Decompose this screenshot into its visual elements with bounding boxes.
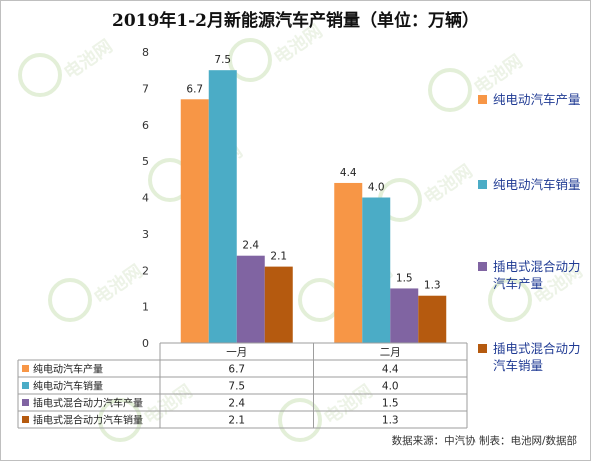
table-row-label: 插电式混合动力汽车销量 xyxy=(33,414,143,427)
legend-swatch xyxy=(478,95,487,104)
table-cell: 1.5 xyxy=(382,398,399,410)
data-label: 1.5 xyxy=(396,272,413,284)
watermark-logo xyxy=(48,278,92,322)
table-row-label: 插电式混合动力汽车产量 xyxy=(33,397,143,410)
table-cell: 6.7 xyxy=(228,364,245,376)
legend-label: 纯电动汽车产量 xyxy=(493,92,581,107)
table-row-swatch xyxy=(22,382,29,389)
y-tick-label: 7 xyxy=(142,82,149,95)
table-cell: 7.5 xyxy=(228,381,245,393)
table-cell: 2.4 xyxy=(228,398,245,410)
legend-item: 纯电动汽车产量 xyxy=(478,91,590,108)
data-label: 7.5 xyxy=(214,54,231,66)
table-cell: 1.3 xyxy=(382,415,399,427)
table-row-label: 纯电动汽车销量 xyxy=(33,380,103,393)
y-tick-label: 5 xyxy=(142,155,149,168)
watermark-logo xyxy=(18,53,62,97)
bar xyxy=(418,295,447,343)
watermark-text: 电池网 xyxy=(320,380,377,429)
watermark-text: 电池网 xyxy=(140,380,197,429)
watermark-text: 电池网 xyxy=(90,260,147,309)
bar xyxy=(264,266,293,343)
watermark-logo xyxy=(428,68,472,112)
bar xyxy=(362,197,391,343)
data-label: 6.7 xyxy=(186,83,203,95)
data-label: 2.4 xyxy=(242,240,259,252)
table-cell: 4.0 xyxy=(382,381,399,393)
table-row-swatch xyxy=(22,416,29,423)
legend-label: 插电式混合动力汽车销量 xyxy=(493,341,581,373)
bar xyxy=(208,70,237,343)
y-tick-label: 6 xyxy=(142,119,149,132)
table-header-cell: 一月 xyxy=(226,347,247,359)
watermark-logo xyxy=(228,38,272,82)
legend-swatch xyxy=(478,262,487,271)
watermark-logo xyxy=(98,398,142,442)
bar xyxy=(390,288,419,343)
legend-swatch xyxy=(478,344,487,353)
table-cell: 2.1 xyxy=(228,415,245,427)
watermark-logo xyxy=(488,278,532,322)
data-source-note: 数据来源：中汽协 制表：电池网/数据部 xyxy=(391,435,577,447)
watermark-logo xyxy=(278,398,322,442)
y-tick-label: 0 xyxy=(142,337,149,350)
legend-label: 纯电动汽车销量 xyxy=(493,177,581,192)
bar xyxy=(334,182,363,343)
watermark-logo xyxy=(298,278,342,322)
table-row-swatch xyxy=(22,399,29,406)
watermark-text: 电池网 xyxy=(60,35,117,84)
table-row-label: 纯电动汽车产量 xyxy=(33,363,103,376)
legend-item: 纯电动汽车销量 xyxy=(478,176,590,193)
legend-swatch xyxy=(478,180,487,189)
watermark-text: 电池网 xyxy=(420,160,477,209)
y-tick-label: 1 xyxy=(142,301,149,314)
data-label: 1.3 xyxy=(424,280,441,292)
chart-title: 2019年1-2月新能源汽车产销量（单位：万辆） xyxy=(111,11,480,31)
data-label: 2.1 xyxy=(270,251,287,263)
table-row-swatch xyxy=(22,365,29,372)
legend-item: 插电式混合动力汽车销量 xyxy=(478,340,590,374)
legend-item: 插电式混合动力汽车产量 xyxy=(478,258,590,292)
y-tick-label: 2 xyxy=(142,264,149,277)
table-cell: 4.4 xyxy=(382,364,399,376)
legend-label: 插电式混合动力汽车产量 xyxy=(493,259,581,291)
y-tick-label: 3 xyxy=(142,228,149,241)
bar xyxy=(180,99,209,343)
y-tick-label: 4 xyxy=(142,192,149,205)
data-label: 4.0 xyxy=(368,182,385,194)
y-tick-label: 8 xyxy=(142,46,149,59)
table-header-cell: 二月 xyxy=(380,347,401,359)
bar xyxy=(236,255,265,343)
data-label: 4.4 xyxy=(340,167,357,179)
